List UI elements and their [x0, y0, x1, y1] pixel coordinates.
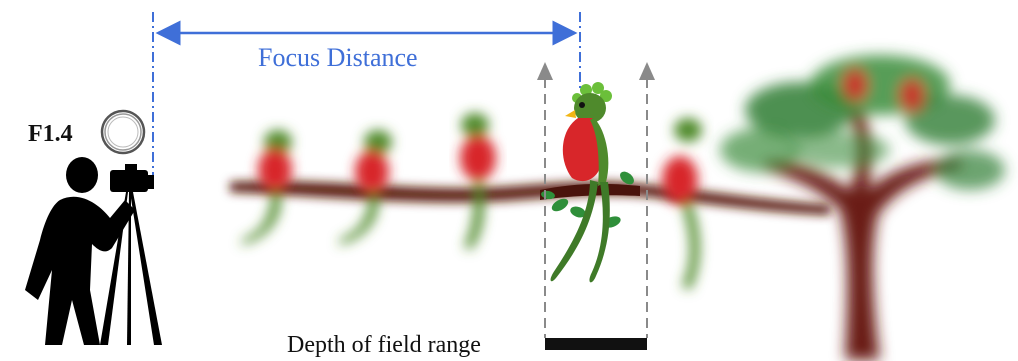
blurred-bird-4 [662, 118, 702, 290]
blurred-bird-2 [338, 130, 392, 245]
blurred-bird-1 [240, 130, 292, 245]
aperture-ring-icon [100, 109, 146, 155]
dof-near-line [537, 62, 553, 338]
blurred-bird-3 [460, 113, 496, 250]
depth-of-field-label: Depth of field range [287, 332, 481, 358]
quetzal-bird-icon [550, 82, 612, 283]
dof-range-bar [545, 338, 647, 350]
tree-icon [720, 55, 1005, 360]
focus-distance-arrow [152, 12, 581, 190]
dof-far-line [639, 62, 655, 338]
photographer-icon [25, 157, 162, 345]
branch [230, 171, 830, 228]
focus-distance-label: Focus Distance [258, 43, 418, 72]
aperture-label: F1.4 [28, 121, 73, 147]
